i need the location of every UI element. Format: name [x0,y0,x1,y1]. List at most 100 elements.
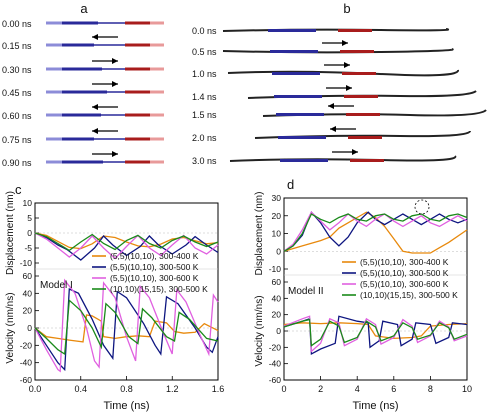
x-tick-label: 0.8 [120,384,133,394]
flexible-tube [222,48,454,54]
series-line [283,315,468,355]
highlight-circle [414,199,430,215]
legend-entry: (5,5)(10,10), 300-600 K [110,273,199,283]
x-axis-label: Time (ns) [352,400,398,412]
legend-entry: (5,5)(10,10), 300-400 K [360,257,449,267]
y-tick-label: 60 [23,271,33,281]
panel-a-time-label: 0.90 ns [2,158,32,168]
y-tick-label: 0 [27,228,32,238]
x-tick-label: 6 [391,384,396,394]
x-tick-label: 0.4 [74,384,87,394]
series-line [283,211,468,254]
direction-arrow [330,126,356,132]
x-tick-label: 10 [462,384,472,394]
panel-a-label: a [80,1,88,16]
panel-a-time-label: 0.45 ns [2,88,32,98]
model-label: Model II [288,286,324,297]
x-axis-label: Time (ns) [103,400,149,412]
x-tick-label: 2 [318,384,323,394]
panel-b-time-label: 0.0 ns [192,26,217,36]
panel-b-time-label: 1.0 ns [192,69,217,79]
y-tick-label: 10 [23,198,33,208]
panel-b-time-label: 0.5 ns [192,47,217,57]
y-tick-label: -40 [20,358,33,368]
direction-arrow [92,151,118,157]
direction-arrow-head [112,151,118,157]
chart-panel-c: c -10 -5 0 5 10 Displacement (nm) -60 -40 -20 0 20 4… [5,182,224,412]
y-tick-label: 10 [272,229,282,239]
x-tick-label: 0.0 [29,384,42,394]
x-tick-label: 4 [355,384,360,394]
direction-arrow-head [330,126,336,132]
direction-arrow [326,85,352,91]
panel-a-time-label: 0.30 ns [2,65,32,75]
panel-c-label: c [15,182,22,197]
legend-entry: (5,5)(10,10), 300-500 K [360,268,449,278]
x-tick-label: 1.2 [166,384,179,394]
y-tick-label: 40 [272,293,282,303]
direction-arrow-head [92,128,98,134]
direction-arrow-head [342,40,348,46]
series-line [34,298,219,356]
series-line [283,318,468,347]
legend-entry: (5,5)(10,10), 300-400 K [110,251,199,261]
panel-b-time-label: 1.4 ns [192,92,217,102]
direction-arrow-head [112,58,118,64]
y-tick-label: -10 [269,264,282,274]
y-tick-label: -60 [20,375,33,385]
direction-arrow [324,62,350,68]
direction-arrow-head [352,149,358,155]
direction-arrow-head [92,34,98,40]
direction-arrow-head [92,104,98,110]
series-line [34,288,219,372]
y-axis-label-displacement: Displacement (nm) [5,191,16,275]
y-tick-label: 40 [23,288,33,298]
series-line [34,314,219,343]
legend-entry: (10,10)(15,15), 300-500 K [360,290,458,300]
direction-arrow [92,128,118,134]
direction-arrow [92,104,118,110]
y-tick-label: -20 [269,342,282,352]
series-line [34,232,219,260]
direction-arrow-head [328,103,334,109]
series-line [283,213,468,252]
model-label: Model I [40,280,73,291]
flexible-tube [229,155,457,162]
y-tick-label: 30 [272,193,282,203]
direction-arrow-head [112,81,118,87]
direction-arrow-head [344,62,350,68]
x-tick-label: 1.6 [212,384,225,394]
y-tick-label: 0 [27,323,32,333]
panel-a-time-label: 0.00 ns [2,19,32,29]
plot-frame [283,197,468,381]
x-tick-label: 0 [281,384,286,394]
y-tick-label: -60 [269,375,282,385]
y-tick-label: 20 [272,310,282,320]
legend-entry: (5,5)(10,10), 300-500 K [110,262,199,272]
legend-entry: (10,10)(15,15), 300-500 K [110,284,208,294]
y-tick-label: 20 [272,211,282,221]
legend-entry: (5,5)(10,10), 300-600 K [360,279,449,289]
direction-arrow-head [346,85,352,91]
direction-arrow [92,58,118,64]
y-tick-label: -10 [20,258,33,268]
direction-arrow [92,81,118,87]
y-tick-label: -40 [269,359,282,369]
series-line [34,232,219,252]
y-tick-label: 0 [276,326,281,336]
series-line [34,278,219,373]
x-tick-label: 8 [428,384,433,394]
y-tick-label: -20 [20,340,33,350]
direction-arrow [92,34,118,40]
direction-arrow [328,103,354,109]
panel-b-time-label: 1.5 ns [192,110,217,120]
panel-a-time-label: 0.60 ns [2,111,32,121]
y-tick-label: 5 [27,213,32,223]
y-tick-label: 60 [272,277,282,287]
panel-b-time-label: 2.0 ns [192,133,217,143]
y-axis-label-displacement: Displacement (nm) [254,192,265,276]
panel-b-label: b [343,1,350,16]
y-axis-label-velocity: Velocity (nm/ns) [254,295,265,366]
direction-arrow [322,40,348,46]
